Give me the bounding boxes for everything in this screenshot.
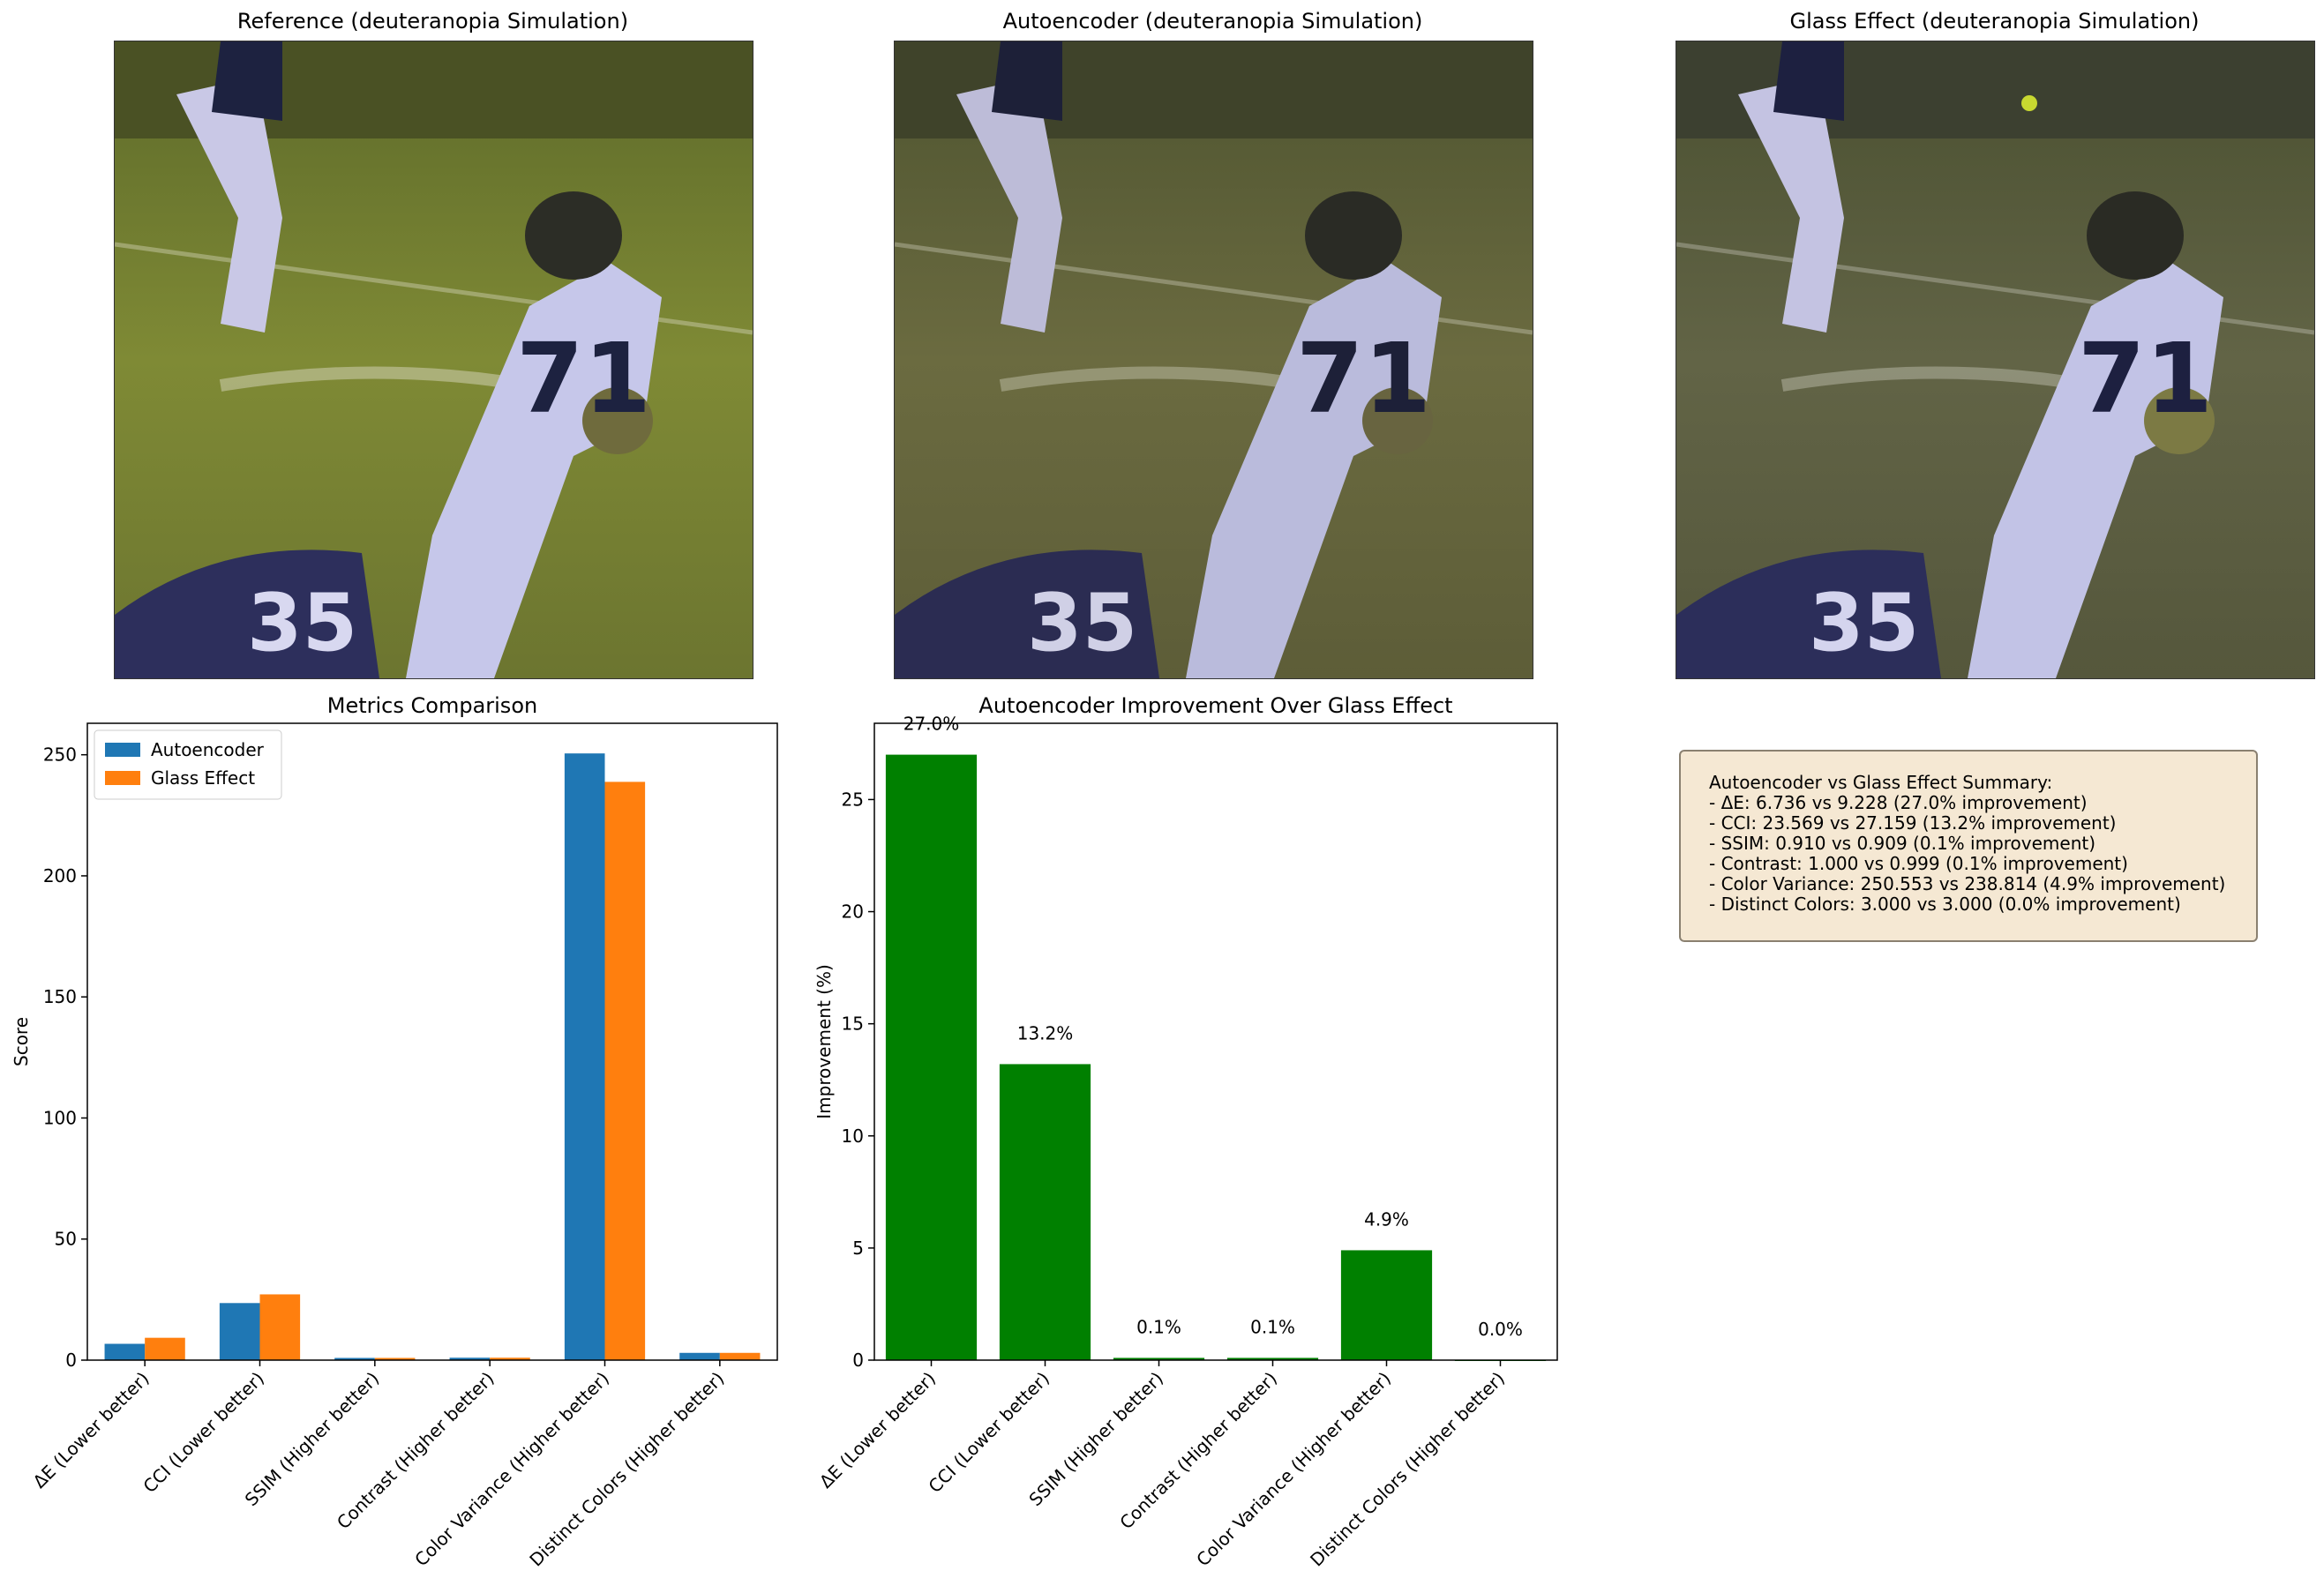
y-tick-label: 5 [852, 1238, 864, 1259]
bar-glass-effect [259, 1294, 301, 1360]
x-tick-label: ΔE (Lower better) [815, 1368, 940, 1492]
y-tick-label: 20 [842, 901, 864, 923]
data-label: 4.9% [1364, 1208, 1409, 1230]
data-label: 0.0% [1478, 1319, 1523, 1340]
bar-glass-effect [604, 782, 646, 1360]
glass-effect-image: 35 71 [1676, 41, 2315, 679]
x-tick-label: Distinct Colors (Higher better) [1306, 1368, 1509, 1570]
bar-autoencoder [104, 1343, 146, 1360]
svg-text:35: 35 [1027, 577, 1137, 669]
chart-title: Autoencoder Improvement Over Glass Effec… [978, 693, 1452, 718]
bar-glass-effect [374, 1357, 416, 1360]
autoencoder-title: Autoencoder (deuteranopia Simulation) [1002, 9, 1423, 34]
bar-autoencoder [219, 1303, 260, 1360]
summary-box: Autoencoder vs Glass Effect Summary: - Δ… [1679, 750, 2258, 942]
legend-label: Glass Effect [151, 767, 255, 789]
svg-text:35: 35 [1809, 577, 1919, 669]
bar-improvement [1226, 1357, 1319, 1360]
y-tick-label: 0 [852, 1350, 864, 1371]
bar-glass-effect [145, 1337, 185, 1360]
metrics-comparison-chart: Metrics Comparison 0 50 100 150 200 250 Score ΔE… [11, 693, 778, 1570]
plot-frame [873, 722, 1558, 1361]
glass-effect-title: Glass Effect (deuteranopia Simulation) [1789, 9, 2200, 34]
x-tick-label: CCI (Lower better) [924, 1368, 1053, 1498]
bar-improvement [885, 754, 978, 1360]
summary-line: - ΔE: 6.736 vs 9.228 (27.0% improvement) [1709, 792, 2088, 813]
chart-title: Metrics Comparison [327, 693, 537, 718]
bar-autoencoder [564, 753, 605, 1360]
y-axis-label: Improvement (%) [813, 964, 835, 1119]
bar-autoencoder [679, 1352, 720, 1360]
svg-text:71: 71 [516, 322, 651, 435]
summary-line: - SSIM: 0.910 vs 0.909 (0.1% improvement… [1709, 833, 2096, 854]
improvement-chart: Autoencoder Improvement Over Glass Effec… [813, 693, 1558, 1570]
summary-heading: Autoencoder vs Glass Effect Summary: [1709, 772, 2053, 793]
y-tick-label: 50 [55, 1229, 77, 1250]
x-tick-label: Color Variance (Higher better) [1192, 1368, 1395, 1570]
summary-line: - Contrast: 1.000 vs 0.999 (0.1% improve… [1709, 853, 2128, 874]
x-tick-label: CCI (Lower better) [139, 1368, 268, 1498]
reference-image: 35 71 [114, 41, 753, 679]
bar-autoencoder [334, 1357, 375, 1360]
svg-text:71: 71 [2078, 322, 2213, 435]
summary-line: - CCI: 23.569 vs 27.159 (13.2% improveme… [1709, 812, 2117, 834]
data-label: 13.2% [1017, 1022, 1074, 1043]
bar-glass-effect [490, 1357, 530, 1360]
bar-glass-effect [719, 1352, 761, 1360]
summary-line: - Distinct Colors: 3.000 vs 3.000 (0.0% … [1709, 894, 2181, 915]
bar-improvement [1113, 1357, 1205, 1360]
y-tick-label: 10 [842, 1126, 864, 1147]
legend-swatch [105, 771, 140, 785]
x-tick-label: Color Variance (Higher better) [410, 1368, 613, 1570]
y-tick-label: 100 [43, 1107, 77, 1128]
y-tick-label: 25 [842, 789, 864, 810]
y-axis-label: Score [11, 1017, 32, 1066]
legend-swatch [105, 743, 140, 757]
data-label: 0.1% [1136, 1316, 1181, 1337]
autoencoder-image: 35 71 [894, 41, 1533, 679]
legend [94, 729, 282, 800]
bar-autoencoder [449, 1357, 491, 1360]
y-tick-label: 15 [842, 1013, 864, 1035]
data-label: 0.1% [1250, 1316, 1295, 1337]
y-tick-label: 150 [43, 986, 77, 1007]
svg-text:71: 71 [1296, 322, 1431, 435]
reference-title: Reference (deuteranopia Simulation) [236, 9, 629, 34]
y-tick-label: 250 [43, 744, 77, 766]
x-tick-label: ΔE (Lower better) [28, 1368, 153, 1492]
summary-line: - Color Variance: 250.553 vs 238.814 (4.… [1709, 873, 2226, 894]
svg-text:35: 35 [247, 577, 357, 669]
y-tick-label: 200 [43, 865, 77, 886]
bar-improvement [1340, 1250, 1433, 1360]
legend-label: Autoencoder [151, 739, 265, 760]
bar-improvement [999, 1064, 1091, 1360]
x-tick-label: Distinct Colors (Higher better) [525, 1368, 728, 1570]
plot-frame [86, 722, 778, 1361]
y-tick-label: 0 [65, 1350, 77, 1371]
